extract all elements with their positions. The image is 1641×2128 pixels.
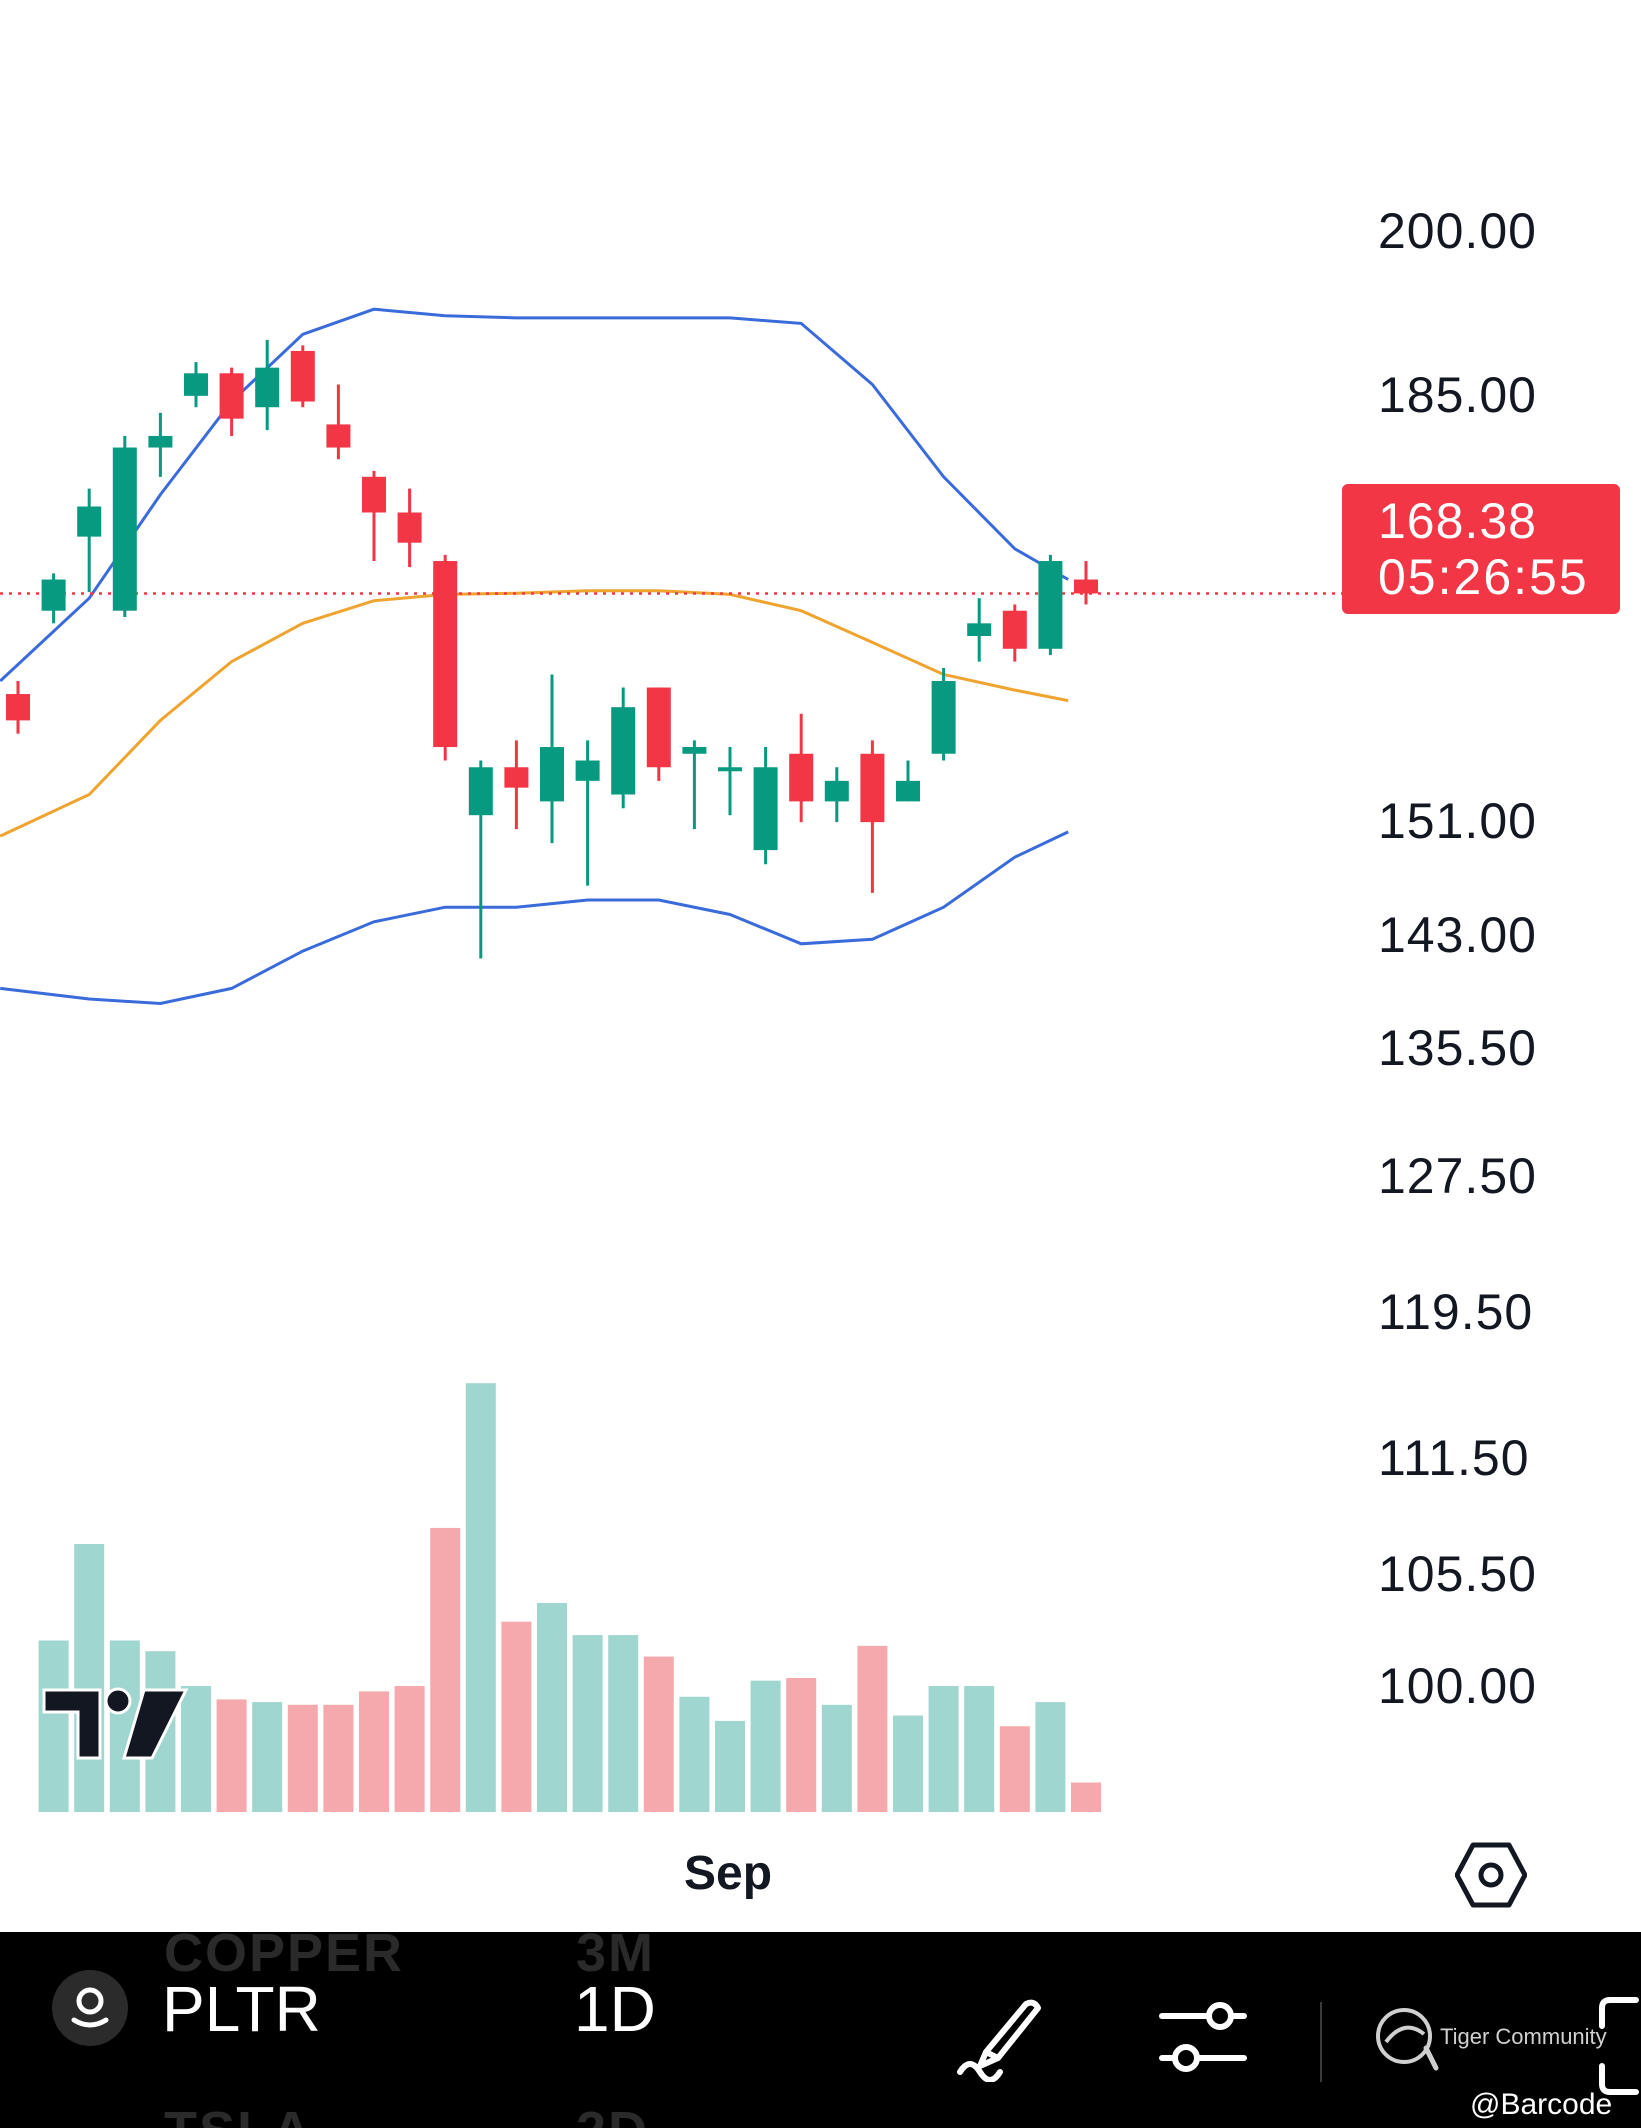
candle-body [41,579,66,611]
bar-countdown: 05:26:55 [1378,549,1589,605]
candle-body [290,350,315,402]
candle-body [397,512,422,543]
tiger-logo-icon [1376,2008,1439,2071]
interval-selector[interactable]: 1D [574,1973,656,2045]
price-axis-label: 135.50 [1378,1020,1537,1077]
volume-bar [394,1686,425,1812]
tradingview-logo-icon[interactable] [40,1684,190,1764]
price-axis-label: 105.50 [1378,1545,1537,1602]
volume-bar [821,1704,852,1812]
candle-body [219,373,244,419]
volume-bar [857,1645,888,1812]
symbol-selector[interactable]: PLTR [162,1973,321,2045]
price-axis-label: 111.50 [1378,1429,1530,1486]
volume-bar [964,1686,995,1812]
last-price-badge: 168.38 05:26:55 [1342,484,1620,614]
volume-bar [715,1720,745,1812]
ghost-symbol-above: COPPER [164,1932,405,1983]
sliders-icon[interactable] [1158,1998,1248,2078]
candle-body [575,760,600,781]
ghost-symbol-below: TSLA [164,2100,313,2128]
candle-body [896,780,920,802]
volume-bar [1035,1702,1066,1812]
candle-body [326,424,351,448]
bollinger-basis-line [0,589,1069,838]
candle-body [1074,579,1098,594]
candlestick-chart[interactable] [0,0,1641,1932]
volume-bar [537,1602,567,1812]
brush-icon[interactable] [956,1992,1046,2082]
volume-bar [359,1691,389,1812]
price-axis-label: 143.00 [1378,907,1537,964]
volume-bar [323,1704,354,1812]
candle-body [824,780,849,802]
watermark-brand: Tiger Community [1440,2024,1607,2049]
profile-icon[interactable] [52,1970,128,2046]
watermark-handle: @Barcode [1470,2088,1613,2121]
candle-body [646,687,671,768]
candle-body [718,767,742,772]
volume-bar [786,1678,817,1812]
candle-body [504,767,529,788]
candle-body [931,681,956,754]
volume-bar [287,1704,318,1812]
fullscreen-icon[interactable] [1596,1996,1641,2096]
volume-bar [643,1656,674,1812]
bollinger-lower-line [0,830,1069,1006]
candle-body [753,767,778,851]
volume-bar [893,1715,923,1812]
last-price: 168.38 [1378,493,1537,549]
volume-bar [74,1544,105,1812]
candle-body [433,561,458,748]
candle-body [148,435,173,448]
volume-bar [572,1635,603,1812]
price-axis-label: 100.00 [1378,1658,1537,1715]
chart-area[interactable]: 200.00185.00175.00151.00143.00135.50127.… [0,0,1641,1932]
volume-bar [465,1383,496,1812]
candle-body [682,747,707,754]
candle-body [255,367,280,408]
price-axis-label: 119.50 [1378,1284,1534,1341]
candle-body [6,694,30,721]
candle-body [468,767,493,816]
volume-bar [750,1680,781,1812]
volume-bar [216,1699,247,1812]
chart-settings-icon[interactable] [1455,1842,1527,1908]
volume-bar [999,1726,1030,1812]
time-axis-label: Sep [684,1847,773,1900]
volume-bar [679,1696,710,1812]
bollinger-upper-line [0,307,1069,683]
volume-bar [928,1686,959,1812]
ghost-interval-above: 3M [576,1932,656,1983]
bottom-toolbar: COPPER 3M TSLA 2D PLTR 1D Tiger Communit… [0,1932,1641,2128]
price-axis-label: 127.50 [1378,1148,1537,1205]
candle-body [860,753,885,823]
volume-bar [181,1686,211,1812]
price-axis-label: 200.00 [1378,203,1537,260]
volume-bar [38,1640,69,1812]
volume-bar [1071,1782,1101,1812]
candle-body [112,447,137,611]
candle-body [611,707,636,795]
candle-body [1038,561,1063,649]
ghost-interval-below: 2D [576,2100,649,2128]
candle-body [540,747,564,802]
volume-bar [501,1621,532,1812]
volume-bar [608,1635,639,1812]
volume-bar [430,1527,461,1812]
candle-body [967,623,992,637]
toolbar-divider [1320,2002,1322,2082]
volume-bar [252,1702,283,1812]
candle-body [1002,610,1027,649]
candle-body [362,476,386,513]
candle-body [77,506,102,537]
price-axis-label: 185.00 [1378,366,1537,423]
price-axis-label: 151.00 [1378,793,1537,850]
candle-body [789,753,814,802]
candle-body [184,373,208,396]
